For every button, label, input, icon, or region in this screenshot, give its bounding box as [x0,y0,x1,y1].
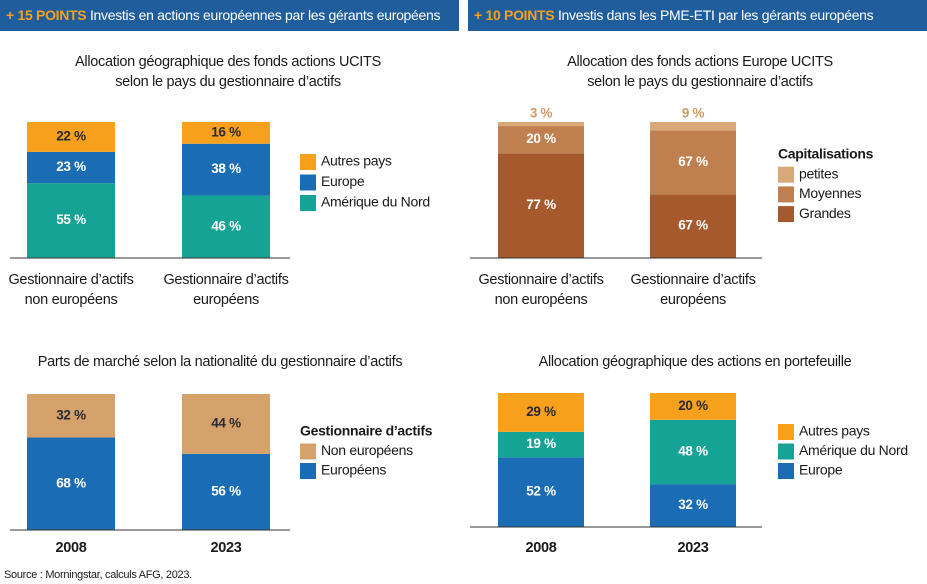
value-label: 48 % [678,444,708,459]
legend-swatch [300,443,316,460]
chart-title: Allocation géographique des fonds action… [75,54,381,70]
bar-segment [182,143,270,196]
bar-segment [182,122,270,144]
value-label: 19 % [526,436,556,451]
bar-segment [27,151,115,184]
value-label: 55 % [56,212,86,227]
legend-label: Grandes [799,205,851,221]
bar-segment [498,431,584,458]
value-label: 38 % [211,161,241,176]
legend-label: petites [799,165,838,181]
value-label: 16 % [211,124,241,139]
banner-text: + 10 POINTS Investis dans les PME-ETI pa… [474,7,874,23]
legend-swatch [300,463,316,479]
bar-segment [498,122,584,127]
bar-segment [498,393,584,432]
banner [468,0,927,31]
banner-caption: Investis en actions européennes par les … [90,7,441,23]
legend-label: Européens [321,462,386,478]
legend-swatch [778,463,794,479]
value-label: 22 % [56,129,86,144]
bar-segment [27,394,115,438]
bar-segment [27,183,115,258]
bar-segment [650,194,736,258]
value-label: 44 % [211,415,241,430]
bar-segment [27,122,115,152]
legend-swatch [778,206,794,223]
legend-swatch [778,166,794,183]
value-label: 52 % [526,484,556,499]
bar-segment [650,393,736,420]
banner-text: + 15 POINTS Investis en actions européen… [6,7,441,23]
legend-label: Autres pays [321,153,392,169]
value-label: 46 % [211,218,241,233]
bar-segment [182,195,270,258]
legend-label: Amérique du Nord [321,194,430,210]
bar-segment [182,394,270,454]
bar-segment [650,130,736,195]
category-label: 2023 [677,540,708,556]
value-label: 20 % [678,398,708,413]
value-label: 67 % [678,218,708,233]
legend-label: Autres pays [799,423,870,439]
legend-swatch [300,195,316,211]
banner-highlight: + 15 POINTS [6,7,86,23]
legend-swatch [778,186,794,203]
bar-segment [498,153,584,258]
legend-label: Moyennes [799,185,861,201]
bar-segment [650,484,736,527]
value-label: 23 % [56,159,86,174]
legend-swatch [300,174,316,191]
value-label: 20 % [526,131,556,146]
chart-title: selon le pays du gestionnaire d’actifs [115,74,341,90]
category-label: Gestionnaire d’actifs [478,272,603,288]
category-label: européens [660,292,726,308]
value-label: 32 % [678,497,708,512]
value-label: 32 % [56,407,86,422]
chart-title: selon le pays du gestionnaire d’actifs [587,74,813,90]
legend-label: Amérique du Nord [799,442,908,458]
legend-swatch [778,443,794,460]
banner-highlight: + 10 POINTS [474,7,554,23]
bar-segment [650,122,736,131]
value-label: 3 % [530,106,553,121]
bar-segment [498,126,584,154]
value-label: 67 % [678,154,708,169]
banner [0,0,459,31]
category-label: Gestionnaire d’actifs [8,272,133,288]
value-label: 77 % [526,197,556,212]
legend-swatch [300,154,316,170]
source: Source : Morningstar, calculs AFG, 2023. [4,569,192,581]
legend-title: Capitalisations [778,146,874,162]
bar-segment [650,419,736,485]
category-label: Gestionnaire d’actifs [630,272,755,288]
bar-segment [182,453,270,530]
category-label: 2008 [55,540,86,556]
category-label: non européens [25,292,118,308]
chart-title: Parts de marché selon la nationalité du … [38,354,403,370]
legend-label: Europe [321,173,365,189]
banner-caption: Investis dans les PME-ETI par les gérant… [558,7,874,23]
bar-segment [498,457,584,527]
category-label: 2023 [210,540,241,556]
legend-label: Non européens [321,442,413,458]
category-label: Gestionnaire d’actifs [163,272,288,288]
value-label: 68 % [56,475,86,490]
bar-segment [27,437,115,530]
legend-label: Europe [799,462,843,478]
value-label: 29 % [526,404,556,419]
value-label: 56 % [211,483,241,498]
legend-swatch [778,424,794,440]
category-label: européens [193,292,259,308]
chart-title: Allocation des fonds actions Europe UCIT… [567,54,833,70]
category-label: 2008 [525,540,556,556]
chart-title: Allocation géographique des actions en p… [539,354,852,370]
category-label: non européens [495,292,588,308]
value-label: 9 % [682,106,705,121]
legend-title: Gestionnaire d’actifs [300,423,433,439]
